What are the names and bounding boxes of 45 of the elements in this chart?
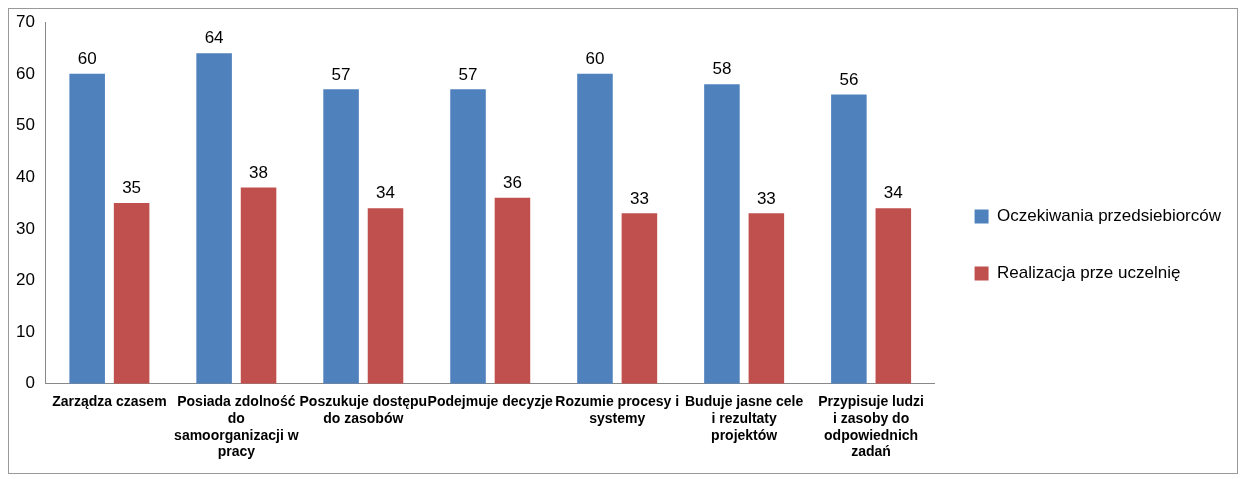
data-label: 60 bbox=[585, 49, 605, 69]
bar bbox=[367, 208, 404, 384]
x-tick-label: Podejmuje decyzje bbox=[427, 393, 554, 410]
x-tick-label: Poszukuje dostępu do zasobów bbox=[299, 393, 428, 426]
data-label: 60 bbox=[77, 49, 97, 69]
bar bbox=[748, 213, 785, 384]
data-label: 33 bbox=[756, 188, 776, 208]
bar bbox=[577, 73, 613, 384]
bar bbox=[494, 197, 531, 384]
x-tick-label: Przypisuje ludzi i zasoby do odpowiednich zadań bbox=[818, 393, 924, 460]
x-tick-label: Rozumie procesy i systemy bbox=[555, 393, 680, 426]
y-tick-label: 60 bbox=[15, 63, 35, 83]
x-tick-label: Zarządza czasem bbox=[52, 393, 167, 410]
y-tick-label: 70 bbox=[15, 11, 35, 31]
y-tick-label: 50 bbox=[15, 115, 35, 135]
data-label: 58 bbox=[712, 59, 732, 79]
bar bbox=[240, 187, 277, 384]
y-tick-label: 30 bbox=[15, 218, 35, 238]
bar bbox=[113, 203, 150, 384]
x-tick-label: Buduje jasne cele i rezultaty projektów bbox=[685, 393, 804, 443]
bar bbox=[323, 89, 359, 384]
y-tick-label: 20 bbox=[15, 270, 35, 290]
bar bbox=[196, 53, 232, 384]
y-tick-label: 40 bbox=[15, 166, 35, 186]
bar bbox=[621, 213, 658, 384]
bar bbox=[831, 94, 867, 384]
data-label: 35 bbox=[122, 178, 142, 198]
data-label: 57 bbox=[331, 64, 351, 84]
bar bbox=[875, 208, 912, 384]
data-label: 36 bbox=[503, 173, 522, 193]
legend-label: Realizacja prze uczelnię bbox=[997, 263, 1181, 283]
y-tick-label: 0 bbox=[25, 373, 35, 393]
data-label: 34 bbox=[883, 183, 903, 203]
bar bbox=[704, 84, 740, 384]
y-tick-label: 10 bbox=[15, 321, 35, 341]
data-label: 38 bbox=[249, 162, 269, 182]
data-label: 57 bbox=[458, 64, 478, 84]
data-label: 33 bbox=[629, 188, 649, 208]
data-label: 34 bbox=[376, 183, 395, 203]
x-tick-label: Posiada zdolność do samoorganizacji w pracy bbox=[174, 393, 299, 460]
bar bbox=[450, 89, 486, 384]
bar bbox=[69, 73, 105, 384]
legend-label: Oczekiwania przedsiebiorców bbox=[997, 206, 1222, 226]
data-label: 64 bbox=[204, 28, 224, 48]
data-label: 56 bbox=[839, 69, 859, 89]
